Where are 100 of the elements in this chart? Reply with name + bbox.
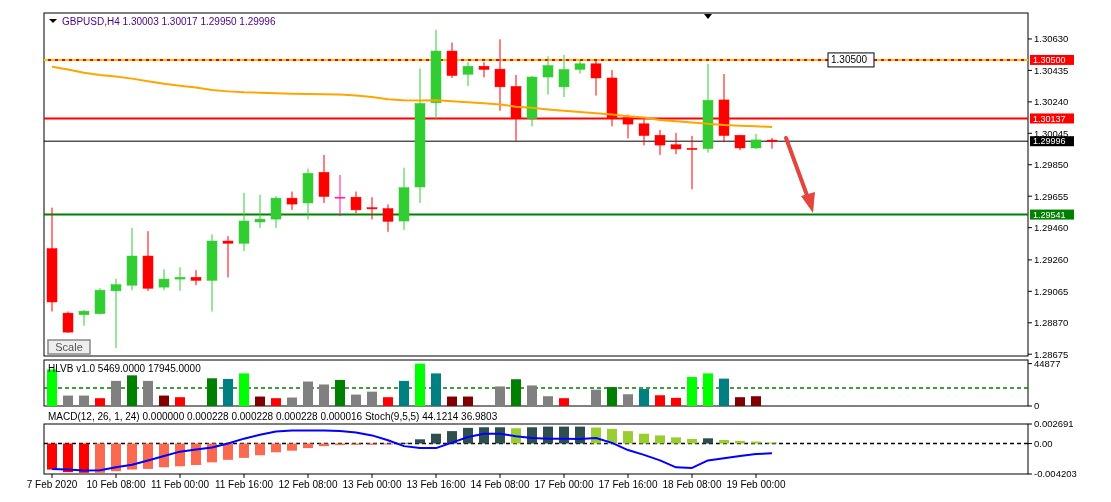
bar [287,443,297,451]
bar [175,397,185,406]
chart-title: HLVB v1.0 5469.0000 17945.0000 [48,363,202,374]
x-tick-label: 12 Feb 08:00 [278,479,338,490]
bar [655,395,665,406]
bar [719,439,729,444]
chart-title: MACD(12, 26, 1, 24) 0.000000 0.000228 0.000228 0.000228 0.000016 Stoch(9,5,5) 44.1214 36.9803 [48,411,498,422]
x-tick-label: 18 Feb 08:00 [662,479,722,490]
bar [543,396,553,406]
x-tick-label: 11 Feb 16:00 [214,479,274,490]
bar [271,398,281,406]
ref-line-label: 1.30137 [1033,113,1066,124]
x-tick-label: 17 Feb 16:00 [598,479,658,490]
candlestick [254,194,266,229]
bar [415,363,425,406]
bar [255,396,265,406]
bar [79,395,89,406]
candlestick [286,191,298,211]
bar [431,373,441,406]
bar [415,439,425,444]
y-tick-label: 44877 [1034,357,1061,369]
y-tick-label: 1.29260 [1034,254,1069,266]
bar [127,443,137,470]
bar [159,395,169,406]
candlestick [574,60,586,75]
candlestick [654,129,666,156]
candlestick [222,235,234,278]
x-tick-label: 11 Feb 00:00 [150,479,210,490]
x-tick-label: 13 Feb 00:00 [342,479,402,490]
bar [655,435,665,444]
bar [735,440,745,444]
candlestick [62,310,74,334]
bar [63,443,73,473]
bar [719,378,729,406]
y-tick-label: -0.004203 [1034,468,1077,480]
bar [559,398,569,406]
bar [495,386,505,406]
bar [399,380,409,406]
bar [591,389,601,406]
annotation: Scale [55,340,83,353]
y-tick-label: 0 [1034,400,1040,412]
bar [255,443,265,456]
bar [287,397,297,406]
candlestick [462,61,474,87]
bar [639,433,649,444]
bar [431,433,441,444]
bar [703,438,713,444]
candlestick [238,192,250,252]
bar [47,443,57,470]
bar [303,381,313,406]
candlestick [174,266,186,292]
y-tick-label: 1.30045 [1034,127,1069,139]
candlestick [110,278,122,349]
bar [239,373,249,406]
y-tick-label: 0.002691 [1034,418,1074,430]
bar [623,431,633,444]
bar [527,385,537,406]
bar [671,397,681,406]
y-tick-label: 1.28675 [1034,348,1069,360]
bar [687,376,697,406]
y-tick-label: 1.29460 [1034,221,1069,233]
candlestick [78,309,90,327]
y-tick-label: 1.28870 [1034,317,1069,329]
bar [223,443,233,460]
candlestick [158,268,170,291]
bar [143,443,153,469]
y-tick-label: 1.29850 [1034,159,1069,171]
ref-line-label: 1.29996 [1033,136,1066,147]
bar [223,378,233,406]
x-tick-label: 14 Feb 08:00 [470,479,530,490]
bar [367,391,377,406]
x-tick-label: 13 Feb 16:00 [406,479,466,490]
bar [111,443,121,472]
bar [383,397,393,406]
chart-title: GBPUSD,H4 1.30003 1.30017 1.29950 1.29996 [62,16,276,27]
bar [687,438,697,444]
candlestick [382,203,394,233]
bar [735,397,745,406]
ref-line-label: 1.29541 [1033,209,1066,220]
y-tick-label: 0.00 [1034,437,1053,449]
bar [271,443,281,453]
bar [239,443,249,458]
x-tick-label: 10 Feb 08:00 [86,479,146,490]
bar [623,394,633,406]
bar [351,394,361,406]
candlestick [366,196,378,220]
x-tick-label: 19 Feb 00:00 [726,479,786,490]
candlestick [670,132,682,155]
bar [447,396,457,406]
y-tick-label: 1.29065 [1034,285,1069,297]
candlestick [190,269,202,286]
bar [95,398,105,406]
candlestick [270,195,282,229]
x-tick-label: 17 Feb 00:00 [534,479,594,490]
ref-line-label: 1.30500 [1033,55,1066,66]
line-series [51,65,773,129]
y-tick-label: 1.29655 [1034,190,1069,202]
y-tick-label: 1.30630 [1034,33,1069,45]
bar [143,380,153,406]
candlestick [686,135,698,190]
